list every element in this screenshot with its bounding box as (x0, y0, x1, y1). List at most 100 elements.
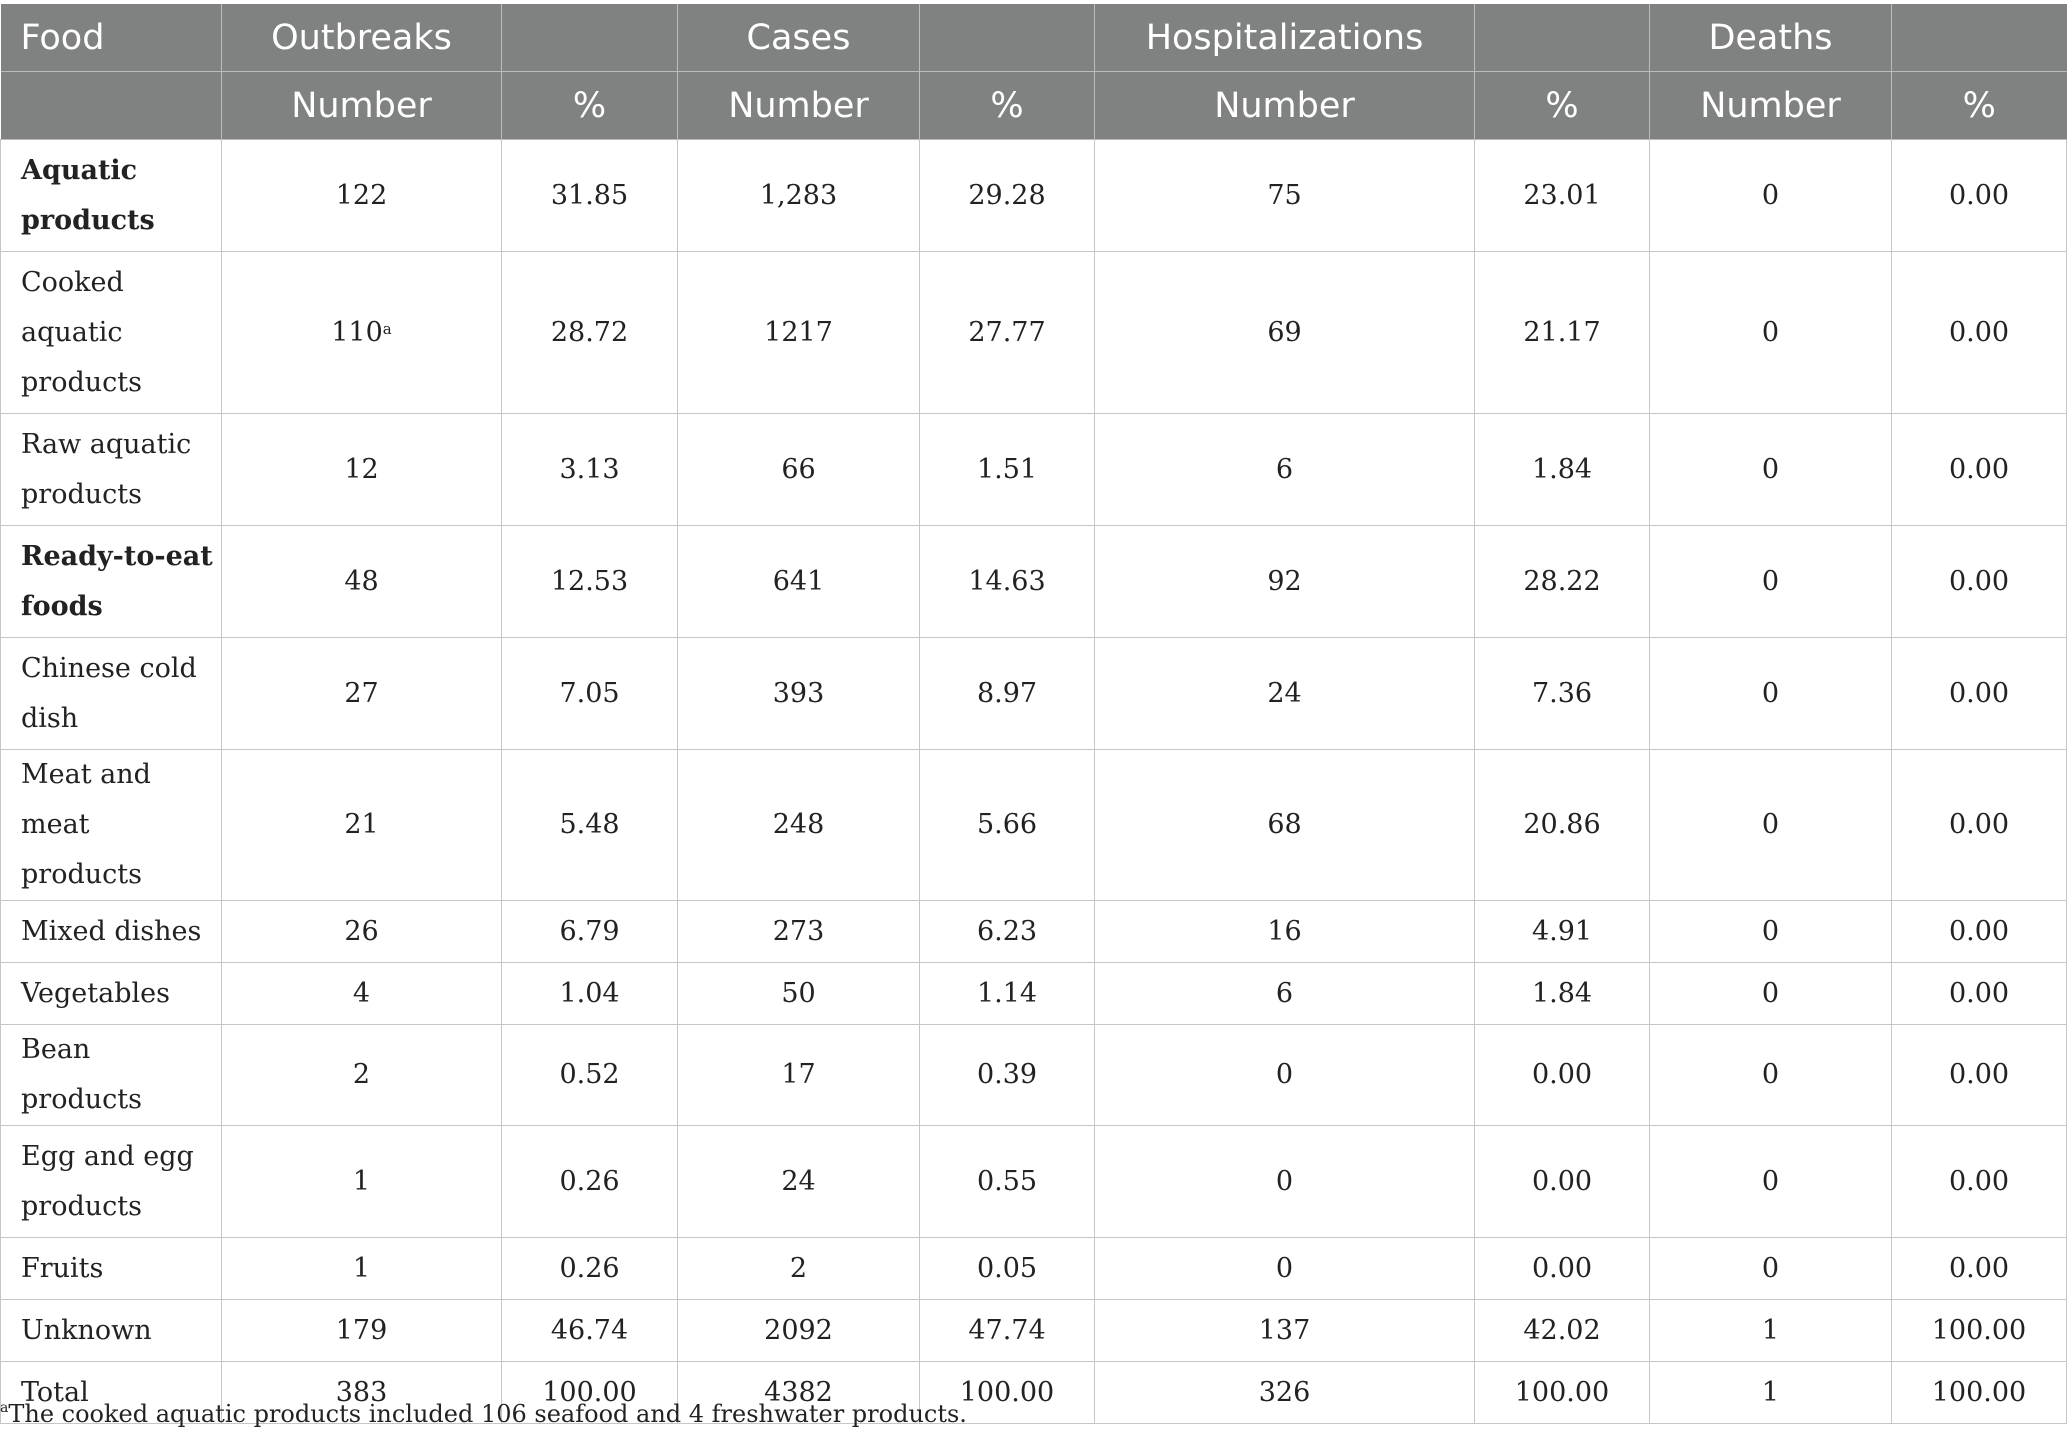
header-cell (501, 4, 678, 72)
table-cell: 24 (677, 1125, 920, 1238)
table-cell: 0 (1649, 637, 1892, 750)
table-cell: 0.00 (1891, 637, 2067, 750)
row-label: Unknown (0, 1299, 222, 1362)
cell-value: 1,283 (759, 179, 838, 211)
cell-value: 26 (344, 915, 379, 947)
table-cell: 68 (1094, 749, 1475, 901)
cell-value: 75 (1267, 179, 1302, 211)
cell-value: 326 (1258, 1376, 1311, 1408)
cell-value: 0 (1761, 677, 1780, 709)
header-cell: Number (221, 71, 502, 140)
table-cell: 27.77 (919, 251, 1095, 414)
table-row: Fruits 1 0.26 2 0.05 0 0.00 0 0.00 (0, 1237, 2067, 1300)
table-cell: 46.74 (501, 1299, 678, 1362)
table-row: Bean products 2 0.52 17 0.39 0 0.00 0 0.00 (0, 1024, 2067, 1126)
row-label: Mixed dishes (0, 900, 222, 963)
cell-value: 27.77 (968, 316, 1046, 348)
cell-value: 0.00 (1948, 1252, 2010, 1284)
table-cell: 0.05 (919, 1237, 1095, 1300)
cell-value: 0.00 (1948, 1059, 2010, 1090)
cell-value: 2 (352, 1059, 371, 1090)
cell-value: 28.72 (550, 316, 629, 348)
header-cell: Food (0, 4, 222, 72)
table-cell: 0.00 (1474, 1024, 1650, 1126)
cell-value: 100.00 (959, 1376, 1055, 1408)
table-cell: 0.55 (919, 1125, 1095, 1238)
table-cell: 29.28 (919, 139, 1095, 252)
table-header: Food Outbreaks Cases Hospitalizations De… (0, 4, 2067, 140)
cell-value: 383 (335, 1376, 388, 1408)
table-cell: 0.39 (919, 1024, 1095, 1126)
table-cell: 0 (1649, 1237, 1892, 1300)
cell-value: 92 (1267, 565, 1302, 597)
cell-value: 0.00 (1948, 677, 2010, 709)
cell-value: 0 (1275, 1252, 1294, 1284)
table-cell: 1.04 (501, 962, 678, 1025)
cell-value: 20.86 (1523, 809, 1601, 840)
table-row: Total 383 100.00 4382 100.00 326 100.00 1 100.00 (0, 1361, 2067, 1424)
table-cell: 69 (1094, 251, 1475, 414)
cell-value: 1.04 (559, 977, 620, 1009)
row-label: Chinese cold dish (0, 637, 222, 750)
row-label: Ready-to-eat foods (0, 525, 222, 638)
table-cell: 92 (1094, 525, 1475, 638)
table-cell: 0.00 (1891, 1237, 2067, 1300)
cell-value: 0.00 (1531, 1252, 1593, 1284)
footnote-text: The cooked aquatic products included 106… (8, 1400, 967, 1428)
table-cell: 0 (1649, 1125, 1892, 1238)
header-cell (919, 4, 1095, 72)
table-cell: 3.13 (501, 413, 678, 526)
table-cell: 47.74 (919, 1299, 1095, 1362)
table-cell: 1.84 (1474, 962, 1650, 1025)
table-cell: 7.05 (501, 637, 678, 750)
cell-value: 0 (1761, 809, 1780, 840)
cell-value: 0.05 (976, 1252, 1038, 1284)
table-cell: 0.00 (1474, 1125, 1650, 1238)
row-label: Fruits (0, 1237, 222, 1300)
cell-value: 46.74 (550, 1314, 629, 1346)
table-cell: 42.02 (1474, 1299, 1650, 1362)
table-cell: 6.79 (501, 900, 678, 963)
table-cell: 7.36 (1474, 637, 1650, 750)
cell-value: 100.00 (1931, 1376, 2027, 1408)
table-cell: 1 (221, 1125, 502, 1238)
header-cell: Cases (677, 4, 920, 72)
cell-value: 6 (1275, 977, 1294, 1009)
cell-value: 0.26 (559, 1252, 620, 1284)
cell-value: 0.00 (1948, 809, 2010, 840)
cell-value: 6.23 (976, 915, 1038, 947)
table-cell: 0 (1649, 525, 1892, 638)
table-cell: 0.52 (501, 1024, 678, 1126)
cell-value: 0.00 (1948, 915, 2010, 947)
cell-value: 12 (344, 453, 379, 485)
table-cell: 1.14 (919, 962, 1095, 1025)
cell-value: 7.36 (1531, 677, 1593, 709)
table-cell: 4 (221, 962, 502, 1025)
header-cell (1891, 4, 2067, 72)
cell-value: 21 (344, 809, 379, 840)
cell-value: 0.00 (1531, 1059, 1593, 1090)
table-cell: 75 (1094, 139, 1475, 252)
cell-value: 0.00 (1948, 453, 2010, 485)
cell-value: 12.53 (550, 565, 629, 597)
table-row: Meat and meat products 21 5.48 248 5.66 68 20.… (0, 749, 2067, 901)
table-cell: 16 (1094, 900, 1475, 963)
cell-value: 0 (1761, 179, 1780, 211)
cell-value: 137 (1258, 1314, 1311, 1346)
row-label: Aquatic products (0, 139, 222, 252)
cell-value: 1.84 (1531, 977, 1593, 1009)
cell-value: 0.00 (1948, 1165, 2010, 1197)
cell-value: 1 (1761, 1314, 1780, 1346)
table-row: Aquatic products 122 31.85 1,283 29.28 75 23.0… (0, 139, 2067, 252)
header-cell: Number (1649, 71, 1892, 140)
header-cell: Outbreaks (221, 4, 502, 72)
cell-value: 1217 (764, 316, 833, 348)
cell-value: 1 (352, 1252, 371, 1284)
cell-value: 21.17 (1523, 316, 1601, 348)
cell-value: 1 (1761, 1376, 1780, 1408)
cell-value: 42.02 (1523, 1314, 1601, 1346)
table-cell: 326 (1094, 1361, 1475, 1424)
cell-value: 100.00 (542, 1376, 637, 1408)
table-cell: 100.00 (501, 1361, 678, 1424)
cell-value: 0.00 (1948, 565, 2010, 597)
